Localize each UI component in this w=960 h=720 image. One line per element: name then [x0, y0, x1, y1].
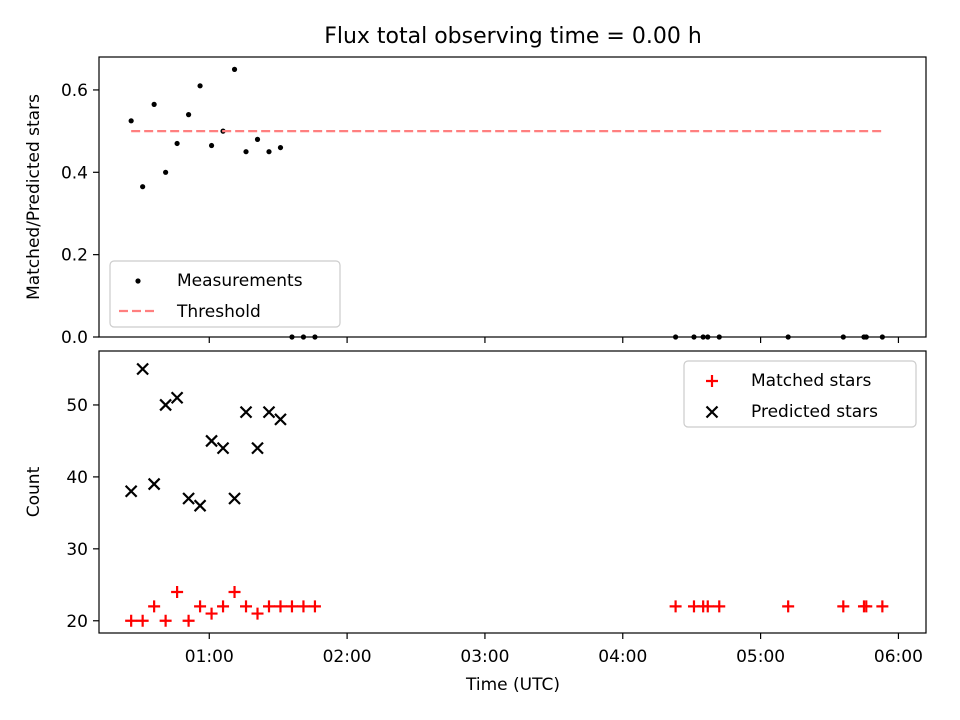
data-point	[197, 83, 203, 89]
data-point	[231, 66, 238, 72]
data-point	[713, 600, 726, 613]
data-point	[239, 405, 253, 419]
legend-box	[683, 360, 917, 428]
data-point	[669, 600, 682, 613]
data-point	[700, 334, 706, 340]
data-point	[285, 600, 298, 613]
data-point	[205, 607, 218, 620]
data-point	[716, 334, 722, 340]
data-point	[182, 614, 195, 627]
data-point	[251, 441, 264, 455]
y-tick-label: 0.6	[61, 81, 88, 101]
data-point	[691, 334, 697, 340]
data-point	[217, 600, 230, 613]
y-tick-label: 0.0	[61, 328, 88, 348]
data-point	[163, 169, 169, 175]
data-point	[140, 184, 146, 190]
data-point	[840, 334, 846, 340]
data-point	[136, 362, 149, 376]
data-point	[228, 492, 241, 505]
data-point	[243, 149, 249, 155]
chart-title: Flux total observing time = 0.00 h	[324, 24, 702, 49]
data-point	[124, 485, 138, 498]
y-tick-label: 0.2	[61, 246, 88, 266]
data-point	[673, 334, 679, 340]
legend-marker	[135, 278, 141, 284]
data-point	[876, 600, 889, 613]
x-tick-label: 06:00	[874, 647, 923, 667]
legend-marker	[705, 405, 719, 419]
data-point	[185, 112, 192, 118]
data-point	[193, 499, 207, 512]
data-point	[151, 101, 157, 107]
data-point	[785, 334, 791, 340]
axes-frame	[98, 56, 927, 338]
x-tick-label: 04:00	[598, 647, 647, 667]
data-point	[277, 144, 284, 151]
x-tick-label: 03:00	[460, 647, 509, 667]
data-point	[300, 334, 307, 340]
x-axis-label: Time (UTC)	[465, 675, 560, 695]
legend-box	[109, 260, 341, 328]
data-point	[171, 585, 184, 598]
y-tick-label: 0.4	[61, 163, 88, 183]
axes-frame	[98, 350, 927, 634]
data-point	[228, 585, 241, 598]
data-point	[289, 334, 295, 340]
data-point	[205, 434, 218, 448]
data-point	[159, 614, 172, 627]
data-point	[312, 334, 318, 340]
legend-label: Predicted stars	[751, 402, 878, 422]
data-point	[837, 600, 850, 613]
data-point	[182, 492, 195, 505]
data-point	[251, 607, 264, 620]
data-point	[262, 600, 275, 613]
x-tick-label: 05:00	[736, 647, 785, 667]
data-point	[297, 600, 310, 613]
data-point	[254, 136, 261, 142]
data-point	[148, 600, 161, 613]
data-point	[208, 142, 215, 149]
count-panel: 20 30 40 50 01:00 02:00 03:00 04:00 05:00 06:00 Co…	[24, 350, 927, 667]
data-point	[159, 398, 172, 412]
data-point	[128, 118, 134, 124]
ratio-panel: 0.0 0.2 0.4 0.6 Matched/Predicted stars Measu…	[24, 56, 927, 348]
y-tick-label: 20	[66, 612, 88, 632]
data-point	[274, 600, 287, 613]
x-tick-label: 02:00	[323, 647, 372, 667]
x-tick-label: 01:00	[185, 647, 234, 667]
data-point	[308, 600, 321, 613]
data-point	[136, 614, 149, 627]
legend-label: Threshold	[176, 302, 261, 322]
data-point	[266, 149, 272, 155]
data-point	[125, 614, 138, 627]
y-axis-label: Matched/Predicted stars	[24, 94, 44, 300]
data-point	[860, 600, 873, 613]
data-point	[274, 413, 287, 426]
data-point	[879, 334, 885, 340]
legend-label: Matched stars	[751, 371, 871, 391]
data-point	[782, 600, 795, 613]
data-point	[705, 334, 711, 340]
data-point	[194, 600, 207, 613]
legend-marker	[706, 375, 718, 387]
legend-label: Measurements	[177, 271, 303, 291]
data-point	[170, 391, 184, 405]
data-point	[262, 405, 276, 419]
y-tick-label: 40	[66, 468, 88, 488]
data-point	[701, 600, 714, 613]
y-tick-label: 50	[66, 396, 88, 416]
data-point	[174, 140, 180, 147]
data-point	[216, 441, 230, 455]
data-point	[147, 477, 161, 491]
y-axis-label: Count	[24, 466, 44, 517]
y-tick-label: 30	[66, 540, 88, 560]
data-point	[863, 334, 869, 340]
data-point	[240, 600, 253, 613]
